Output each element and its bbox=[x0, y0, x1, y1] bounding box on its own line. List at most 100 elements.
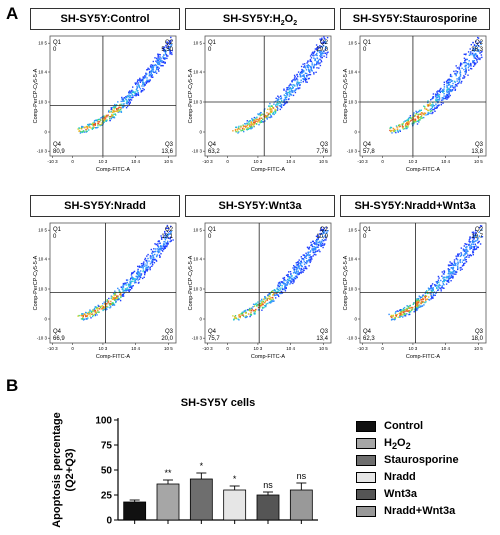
cell-event bbox=[471, 236, 473, 239]
cell-event bbox=[128, 102, 130, 105]
cell-event bbox=[446, 82, 449, 84]
cell-event bbox=[419, 113, 422, 115]
cell-event bbox=[479, 243, 482, 245]
cell-event bbox=[113, 111, 115, 113]
y-tick-label: 10 4 bbox=[38, 70, 47, 75]
cell-event bbox=[276, 102, 279, 104]
cell-event bbox=[155, 260, 158, 262]
cell-event bbox=[437, 281, 440, 283]
cell-event bbox=[453, 270, 455, 272]
cell-event bbox=[462, 259, 465, 261]
cell-event bbox=[234, 130, 237, 132]
cell-event bbox=[309, 254, 311, 256]
cell-event bbox=[452, 268, 454, 270]
cell-event bbox=[472, 233, 475, 235]
cell-event bbox=[407, 307, 410, 309]
cell-event bbox=[481, 236, 484, 238]
cell-event bbox=[287, 280, 289, 283]
cell-event bbox=[435, 95, 437, 97]
cell-event bbox=[435, 99, 438, 101]
cell-event bbox=[303, 269, 305, 272]
cell-event bbox=[280, 281, 282, 283]
cell-event bbox=[106, 303, 108, 305]
cell-event bbox=[431, 105, 433, 108]
cell-event bbox=[266, 116, 269, 118]
cell-event bbox=[77, 315, 79, 317]
cell-event bbox=[428, 298, 430, 301]
cell-event bbox=[431, 106, 434, 109]
cell-event bbox=[300, 65, 303, 68]
cell-event bbox=[112, 298, 114, 300]
cell-event bbox=[421, 295, 424, 297]
cell-event bbox=[302, 271, 304, 273]
cell-event bbox=[392, 318, 394, 320]
cell-event bbox=[110, 110, 112, 113]
cell-event bbox=[417, 116, 419, 118]
cell-event bbox=[259, 305, 262, 307]
cell-event bbox=[475, 231, 477, 234]
cell-event bbox=[305, 261, 307, 264]
cell-event bbox=[135, 278, 138, 281]
cell-event bbox=[152, 258, 154, 260]
cell-event bbox=[449, 261, 451, 263]
cell-event bbox=[238, 316, 240, 318]
cell-event bbox=[91, 315, 94, 318]
cell-event bbox=[319, 55, 321, 57]
cell-event bbox=[317, 46, 319, 48]
cell-event bbox=[325, 41, 327, 43]
cell-event bbox=[313, 248, 315, 250]
x-tick-label: 10 3 bbox=[99, 346, 108, 351]
cell-event bbox=[281, 281, 283, 283]
cell-event bbox=[277, 98, 280, 101]
cell-event bbox=[459, 269, 462, 271]
cell-event bbox=[125, 107, 128, 109]
cell-event bbox=[154, 71, 156, 74]
cell-event bbox=[155, 66, 158, 69]
cell-event bbox=[98, 124, 101, 126]
cell-event bbox=[150, 75, 152, 77]
cell-event bbox=[269, 113, 271, 115]
cell-event bbox=[431, 296, 433, 298]
cell-event bbox=[322, 41, 324, 43]
cell-event bbox=[402, 126, 404, 128]
cell-event bbox=[438, 283, 440, 286]
cell-event bbox=[300, 79, 302, 81]
cell-event bbox=[442, 277, 444, 279]
cell-event bbox=[163, 46, 166, 48]
cell-event bbox=[322, 242, 324, 245]
cell-event bbox=[472, 60, 474, 62]
cell-event bbox=[163, 241, 165, 243]
cell-event bbox=[302, 81, 304, 83]
cell-event bbox=[119, 299, 122, 302]
cell-event bbox=[443, 270, 446, 272]
cell-event bbox=[292, 267, 294, 269]
cell-event bbox=[323, 50, 325, 52]
cell-event bbox=[93, 121, 95, 124]
y-tick-label: -10 3 bbox=[347, 336, 358, 341]
cell-event bbox=[122, 282, 125, 285]
y-tick-label: 10 5 bbox=[38, 41, 47, 46]
cell-event bbox=[319, 233, 321, 235]
x-tick-label: 10 5 bbox=[164, 159, 173, 164]
cell-event bbox=[97, 122, 100, 125]
cell-event bbox=[437, 93, 439, 95]
cell-event bbox=[470, 245, 472, 247]
cell-event bbox=[163, 247, 166, 249]
cell-event bbox=[474, 243, 476, 245]
cell-event bbox=[138, 265, 141, 267]
cell-event bbox=[289, 90, 291, 92]
cell-event bbox=[258, 303, 261, 305]
cell-event bbox=[442, 99, 444, 101]
cell-event bbox=[438, 90, 440, 92]
significance-marker: ns bbox=[297, 471, 307, 481]
cell-event bbox=[430, 294, 433, 297]
cell-event bbox=[475, 234, 477, 237]
cell-event bbox=[311, 62, 313, 64]
cell-event bbox=[452, 86, 454, 89]
cell-event bbox=[101, 122, 103, 124]
cell-event bbox=[424, 292, 426, 295]
cell-event bbox=[456, 71, 459, 73]
cell-event bbox=[302, 63, 304, 65]
cell-event bbox=[142, 80, 144, 82]
cell-event bbox=[118, 298, 121, 300]
